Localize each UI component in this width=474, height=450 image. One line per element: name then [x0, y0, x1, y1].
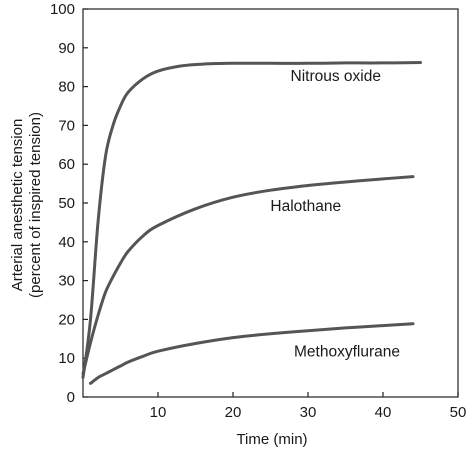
y-axis-title: Arterial anesthetic tension (percent of … — [9, 112, 44, 298]
y-axis-title-line-1: Arterial anesthetic tension — [9, 119, 26, 292]
tick-marks — [83, 8, 459, 398]
y-tick-label: 20 — [58, 311, 75, 328]
series-labels: Nitrous oxide Halothane Methoxyflurane — [270, 68, 400, 360]
y-axis-title-line-2: (percent of inspired tension) — [27, 112, 44, 298]
x-tick-label: 40 — [375, 404, 392, 421]
nitrous-oxide-curve — [81, 61, 422, 380]
x-axis-title: Time (min) — [236, 431, 307, 448]
y-tick-label: 50 — [58, 195, 75, 212]
methoxyflurane-curve — [89, 322, 415, 385]
y-tick-labels: 0 10 20 30 40 50 60 70 80 90 100 — [50, 1, 75, 406]
halothane-curve — [81, 175, 415, 376]
y-tick-label: 30 — [58, 273, 75, 290]
x-tick-label: 10 — [150, 404, 167, 421]
x-tick-label: 50 — [450, 404, 467, 421]
y-tick-label: 40 — [58, 234, 75, 251]
y-tick-label: 90 — [58, 40, 75, 57]
y-tick-label: 10 — [58, 350, 75, 367]
series-curves — [81, 61, 422, 385]
y-tick-label: 70 — [58, 117, 75, 134]
y-tick-label: 0 — [67, 389, 75, 406]
halothane-label: Halothane — [270, 198, 341, 215]
y-tick-label: 100 — [50, 1, 75, 18]
nitrous-oxide-label: Nitrous oxide — [291, 68, 381, 85]
methoxyflurane-label: Methoxyflurane — [294, 343, 400, 360]
x-tick-label: 20 — [225, 404, 242, 421]
y-tick-label: 60 — [58, 156, 75, 173]
y-tick-label: 80 — [58, 79, 75, 96]
x-tick-label: 30 — [300, 404, 317, 421]
x-tick-labels: 10 20 30 40 50 — [150, 404, 467, 421]
